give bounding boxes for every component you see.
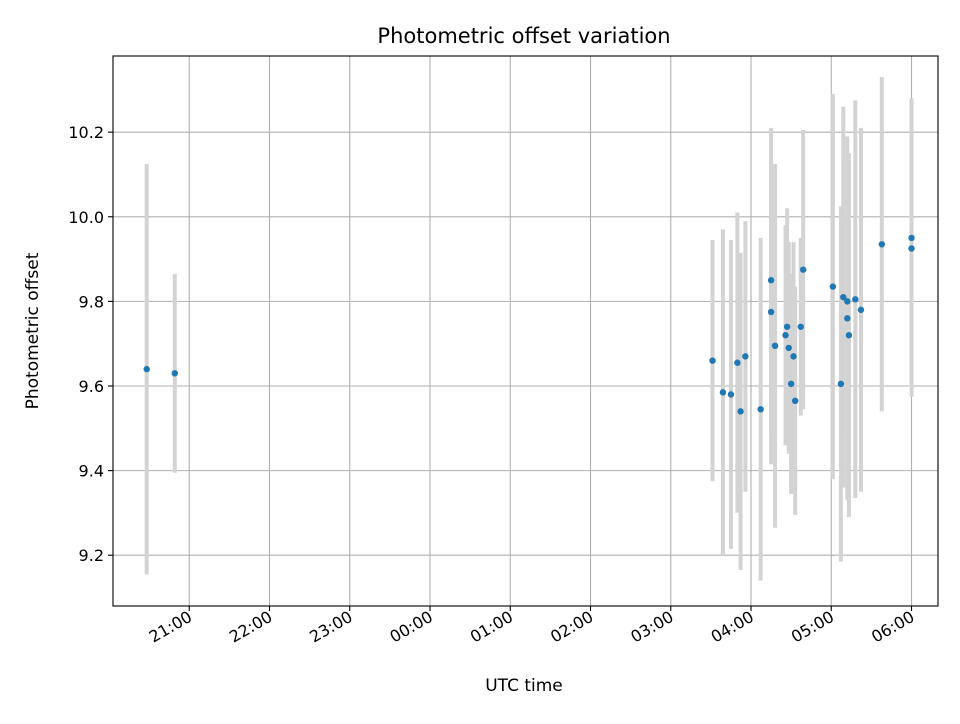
data-point	[787, 380, 795, 388]
data-point	[845, 332, 853, 339]
y-axis-label: Photometric offset	[23, 252, 43, 409]
data-point	[771, 342, 779, 350]
chart-title: Photometric offset variation	[377, 24, 670, 48]
data-point	[908, 245, 915, 252]
data-point	[734, 359, 741, 366]
data-point	[797, 323, 804, 330]
data-point	[757, 406, 764, 413]
y-tick-label: 10.2	[68, 123, 104, 142]
y-tick-label: 9.4	[79, 462, 104, 481]
data-point	[837, 380, 845, 388]
data-point	[727, 391, 735, 398]
data-point	[857, 306, 865, 314]
data-point	[171, 370, 178, 377]
tick-layer: 21:00 22:00 23:00 00:00 01:00 02:00 03:00 04:00…	[68, 123, 917, 646]
data-point	[737, 408, 744, 415]
data-point	[719, 389, 727, 396]
plot-frame	[112, 55, 939, 607]
point-layer	[143, 234, 915, 415]
data-point	[878, 241, 886, 248]
data-point	[844, 298, 851, 305]
data-point	[709, 357, 716, 364]
y-tick-label: 9.6	[79, 377, 104, 396]
y-tick-label: 9.2	[79, 546, 104, 565]
data-point	[767, 277, 775, 284]
y-tick-label: 9.8	[79, 292, 104, 311]
data-point	[829, 283, 837, 290]
data-point	[840, 293, 847, 301]
data-point	[791, 397, 799, 405]
data-point	[799, 266, 807, 273]
data-point	[908, 234, 915, 242]
x-axis-label: UTC time	[485, 676, 563, 696]
data-point	[143, 365, 150, 373]
y-tick-label: 10.0	[68, 208, 104, 227]
data-point	[852, 296, 859, 303]
data-point	[767, 308, 775, 316]
data-point	[742, 353, 749, 360]
data-point	[790, 353, 797, 360]
data-point	[782, 332, 789, 339]
data-point	[783, 323, 791, 330]
data-point	[844, 315, 851, 322]
data-point	[785, 344, 792, 352]
